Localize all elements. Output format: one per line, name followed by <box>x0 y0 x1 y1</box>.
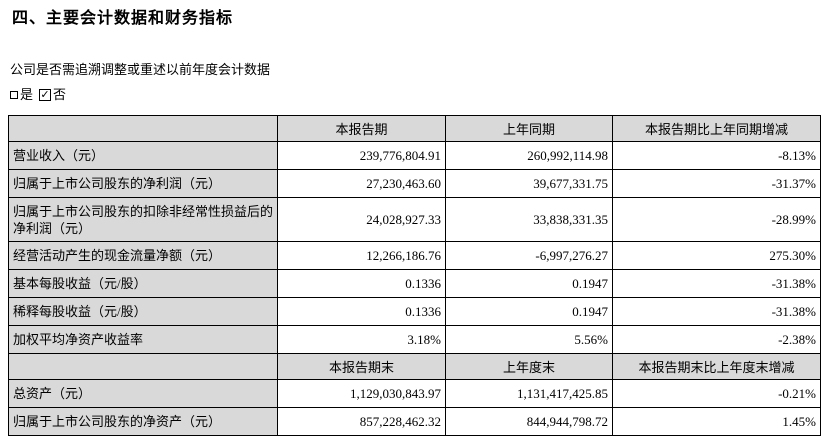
header-period-change: 本报告期比上年同期增减 <box>612 115 821 142</box>
table-row-operating-cash-flow: 经营活动产生的现金流量净额（元） 12,266,186.76 -6,997,27… <box>8 241 821 270</box>
row-label: 加权平均净资产收益率 <box>8 325 278 354</box>
header-current-period: 本报告期 <box>277 115 446 142</box>
row-current: 857,228,462.32 <box>277 407 446 436</box>
table-row-weighted-roe: 加权平均净资产收益率 3.18% 5.56% -2.38% <box>8 325 821 354</box>
restatement-question: 公司是否需追溯调整或重述以前年度会计数据 <box>10 62 271 77</box>
table-row-basic-eps: 基本每股收益（元/股） 0.1336 0.1947 -31.38% <box>8 269 821 298</box>
row-prior: 1,131,417,425.85 <box>445 379 613 408</box>
row-prior: 5.56% <box>445 325 613 354</box>
row-prior: 0.1947 <box>445 297 613 326</box>
header-prior-year-end: 上年度末 <box>445 353 613 380</box>
row-prior: 33,838,331.35 <box>445 197 613 242</box>
header-blank <box>8 115 278 142</box>
row-change: -0.21% <box>612 379 821 408</box>
row-prior: 844,944,798.72 <box>445 407 613 436</box>
table-header-period: 本报告期 上年同期 本报告期比上年同期增减 <box>8 115 821 142</box>
table-row-net-profit-deducted: 归属于上市公司股东的扣除非经常性损益后的净利润（元） 24,028,927.33… <box>8 197 821 242</box>
row-current: 239,776,804.91 <box>277 141 446 170</box>
row-label: 营业收入（元） <box>8 141 278 170</box>
row-label: 稀释每股收益（元/股） <box>8 297 278 326</box>
row-current: 1,129,030,843.97 <box>277 379 446 408</box>
row-change: 1.45% <box>612 407 821 436</box>
row-label: 归属于上市公司股东的净资产（元） <box>8 407 278 436</box>
table-row-diluted-eps: 稀释每股收益（元/股） 0.1336 0.1947 -31.38% <box>8 297 821 326</box>
row-prior: 0.1947 <box>445 269 613 298</box>
header-period-end-change: 本报告期末比上年度末增减 <box>612 353 821 380</box>
option-no-label: 否 <box>53 87 67 102</box>
row-current: 0.1336 <box>277 269 446 298</box>
row-current: 27,230,463.60 <box>277 169 446 198</box>
option-yes: 是 <box>10 87 33 102</box>
row-current: 0.1336 <box>277 297 446 326</box>
row-change: -31.38% <box>612 297 821 326</box>
financial-indicators-table: 本报告期 上年同期 本报告期比上年同期增减 营业收入（元） 239,776,80… <box>8 115 821 436</box>
table-row-net-profit: 归属于上市公司股东的净利润（元） 27,230,463.60 39,677,33… <box>8 169 821 198</box>
row-current: 12,266,186.76 <box>277 241 446 270</box>
row-label: 归属于上市公司股东的净利润（元） <box>8 169 278 198</box>
row-label: 总资产（元） <box>8 379 278 408</box>
row-change: -8.13% <box>612 141 821 170</box>
row-label: 归属于上市公司股东的扣除非经常性损益后的净利润（元） <box>8 197 278 242</box>
restatement-options: 是 ✓ 否 <box>10 87 830 102</box>
option-yes-label: 是 <box>20 87 34 102</box>
checked-box-icon: ✓ <box>39 87 52 101</box>
row-current: 3.18% <box>277 325 446 354</box>
header-blank <box>8 353 278 380</box>
header-current-period-end: 本报告期末 <box>277 353 446 380</box>
row-prior: 260,992,114.98 <box>445 141 613 170</box>
row-change: -2.38% <box>612 325 821 354</box>
row-current: 24,028,927.33 <box>277 197 446 242</box>
section-title: 四、主要会计数据和财务指标 <box>12 10 234 27</box>
row-change: -28.99% <box>612 197 821 242</box>
row-label: 经营活动产生的现金流量净额（元） <box>8 241 278 270</box>
row-change: -31.38% <box>612 269 821 298</box>
table-row-total-assets: 总资产（元） 1,129,030,843.97 1,131,417,425.85… <box>8 379 821 408</box>
header-prior-period: 上年同期 <box>445 115 613 142</box>
row-prior: 39,677,331.75 <box>445 169 613 198</box>
table-row-net-assets: 归属于上市公司股东的净资产（元） 857,228,462.32 844,944,… <box>8 407 821 436</box>
row-change: -31.37% <box>612 169 821 198</box>
option-no: ✓ 否 <box>39 87 66 102</box>
row-label: 基本每股收益（元/股） <box>8 269 278 298</box>
table-row-revenue: 营业收入（元） 239,776,804.91 260,992,114.98 -8… <box>8 141 821 170</box>
unchecked-box-icon <box>10 90 18 99</box>
row-prior: -6,997,276.27 <box>445 241 613 270</box>
row-change: 275.30% <box>612 241 821 270</box>
table-header-period-end: 本报告期末 上年度末 本报告期末比上年度末增减 <box>8 353 821 380</box>
